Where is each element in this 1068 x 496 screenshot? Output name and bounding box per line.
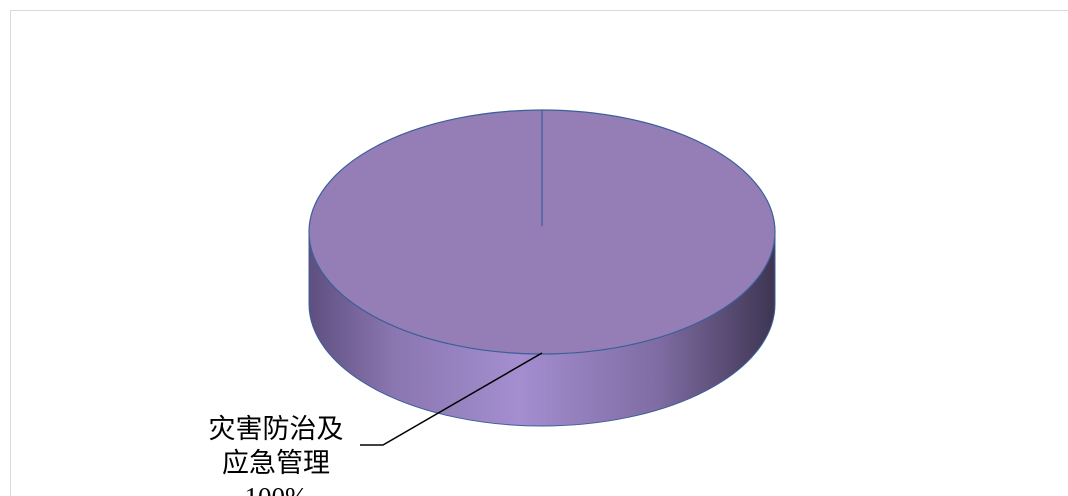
leader-line	[360, 352, 543, 446]
category-label: 灾害防治及应急管理	[208, 414, 344, 478]
chart-frame	[10, 10, 1068, 496]
value-label: 100%	[245, 482, 308, 496]
data-label: 灾害防治及应急管理 100%	[196, 412, 356, 496]
